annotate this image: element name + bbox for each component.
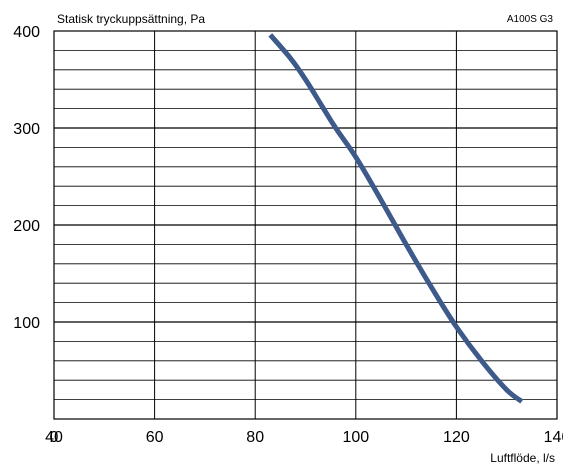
y-tick-label: 100 [13,315,40,332]
x-tick-label: 40 [45,429,63,446]
x-tick-label: 100 [342,429,369,446]
x-axis-title: Luftflöde, l/s [490,451,555,465]
y-axis-title: Statisk tryckuppsättning, Pa [57,12,206,26]
x-tick-label: 60 [146,429,164,446]
x-tick-label: 120 [443,429,470,446]
x-tick-label: 0 [50,429,59,446]
x-tick-label: 80 [246,429,264,446]
fan-curve [268,33,524,404]
tick-labels: 040 60 80 100 120 140 100 200 300 400 [13,24,563,446]
y-tick-label: 300 [13,121,40,138]
grid [54,31,557,419]
y-tick-label: 200 [13,218,40,235]
x-tick-label: 140 [544,429,563,446]
model-label: A100S G3 [506,14,553,25]
y-tick-label: 400 [13,24,40,41]
